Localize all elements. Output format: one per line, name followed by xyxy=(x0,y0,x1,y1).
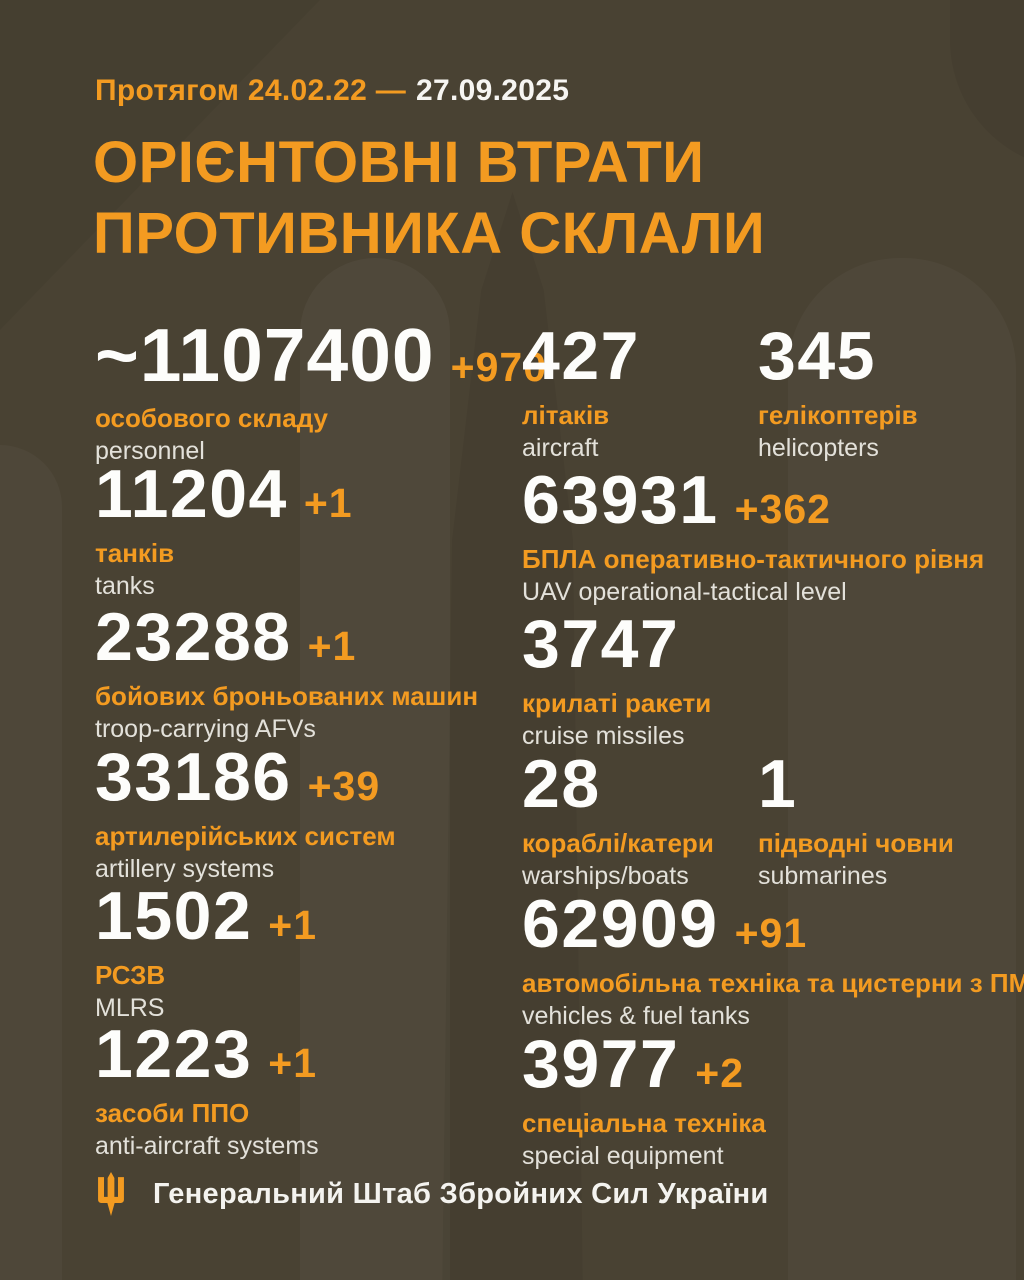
stat-artillery: 33186 +39 артилерійських систем artillery… xyxy=(95,743,396,884)
stat-label-ua: крилаті ракети xyxy=(522,688,712,718)
stat-aircraft: 427 літаків aircraft xyxy=(522,322,640,463)
stat-value: 1 xyxy=(758,746,798,822)
bg-corner-curve xyxy=(950,0,1024,170)
stat-value: 345 xyxy=(758,318,876,394)
stat-label-ua: гелікоптерів xyxy=(758,400,918,430)
period-prefix: Протягом 24.02.22 — xyxy=(95,74,407,107)
stat-label-ua: танків xyxy=(95,538,175,568)
stat-label-en: troop-carrying AFVs xyxy=(95,714,316,743)
stat-label-en: special equipment xyxy=(522,1141,724,1170)
stat-tanks: 11204 +1 танків tanks xyxy=(95,460,353,601)
genstaff-footer: Генеральний Штаб Збройних Сил України xyxy=(95,1172,769,1216)
stat-anti-aircraft: 1223 +1 засоби ППО anti-aircraft systems xyxy=(95,1020,319,1161)
stat-special-equipment: 3977 +2 спеціальна техніка special equipm… xyxy=(522,1030,766,1171)
stat-warships: 28 кораблі/катери warships/boats xyxy=(522,750,714,891)
stat-label-ua: особового складу xyxy=(95,403,328,433)
stat-value: 63931 xyxy=(522,462,719,538)
stat-label-en: aircraft xyxy=(522,433,599,462)
bg-trident-edge-prong xyxy=(0,445,62,1280)
stat-label-en: UAV operational-tactical level xyxy=(522,577,847,606)
stat-label-en: helicopters xyxy=(758,433,879,462)
stat-delta: +1 xyxy=(307,623,357,669)
stat-afvs: 23288 +1 бойових броньованих машин troop-… xyxy=(95,603,478,744)
stat-label-ua: літаків xyxy=(522,400,610,430)
stat-mlrs: 1502 +1 РСЗВ MLRS xyxy=(95,882,317,1023)
stat-label-ua: РСЗВ xyxy=(95,960,166,990)
stat-delta: +1 xyxy=(303,480,353,526)
stat-value: 427 xyxy=(522,318,640,394)
stat-label-ua: спеціальна техніка xyxy=(522,1108,766,1138)
stat-label-en: warships/boats xyxy=(522,861,689,890)
stat-delta: +970 xyxy=(450,344,547,390)
stat-helicopters: 345 гелікоптерів helicopters xyxy=(758,322,918,463)
stat-label-ua: автомобільна техніка та цистерни з ПММ xyxy=(522,968,1024,998)
reporting-period: Протягом 24.02.22 — 27.09.2025 xyxy=(95,74,569,108)
stat-value: ~1107400 xyxy=(95,313,435,397)
period-date: 27.09.2025 xyxy=(416,74,570,107)
stat-vehicles-fuel-tanks: 62909 +91 автомобільна техніка та цистерн… xyxy=(522,890,1024,1031)
stat-value: 3747 xyxy=(522,606,680,682)
stat-label-ua: артилерійських систем xyxy=(95,821,396,851)
stat-label-ua: БПЛА оперативно-тактичного рівня xyxy=(522,544,985,574)
stat-delta: +91 xyxy=(734,910,808,956)
stat-value: 1502 xyxy=(95,878,253,954)
stat-label-en: artillery systems xyxy=(95,854,275,883)
stat-label-en: vehicles & fuel tanks xyxy=(522,1001,750,1030)
stat-value: 11204 xyxy=(95,456,288,532)
page-title: ОРІЄНТОВНІ ВТРАТИ ПРОТИВНИКА СКЛАЛИ xyxy=(93,128,765,270)
page-title-line2: ПРОТИВНИКА СКЛАЛИ xyxy=(93,200,766,266)
stat-value: 3977 xyxy=(522,1026,680,1102)
stat-uav: 63931 +362 БПЛА оперативно-тактичного рів… xyxy=(522,466,984,607)
stat-value: 28 xyxy=(522,746,601,822)
footer-org-name: Генеральний Штаб Збройних Сил України xyxy=(153,1177,769,1210)
stat-label-en: cruise missiles xyxy=(522,721,685,750)
stat-delta: +39 xyxy=(307,763,381,809)
stat-label-ua: кораблі/катери xyxy=(522,828,714,858)
stat-label-ua: засоби ППО xyxy=(95,1098,250,1128)
stat-label-en: anti-aircraft systems xyxy=(95,1131,319,1160)
stat-value: 33186 xyxy=(95,739,292,815)
stat-submarines: 1 підводні човни submarines xyxy=(758,750,954,891)
stat-value: 62909 xyxy=(522,886,719,962)
stat-value: 23288 xyxy=(95,599,292,675)
stat-delta: +1 xyxy=(268,1040,318,1086)
stat-label-ua: підводні човни xyxy=(758,828,954,858)
stat-cruise-missiles: 3747 крилаті ракети cruise missiles xyxy=(522,610,711,751)
stat-label-en: tanks xyxy=(95,571,155,600)
stat-label-ua: бойових броньованих машин xyxy=(95,681,479,711)
stat-delta: +2 xyxy=(695,1050,745,1096)
stat-label-en: personnel xyxy=(95,436,205,465)
stat-value: 1223 xyxy=(95,1016,253,1092)
trident-icon xyxy=(98,1172,124,1216)
stat-label-en: MLRS xyxy=(95,993,165,1022)
stat-personnel: ~1107400 +970 особового складу personnel xyxy=(95,318,547,466)
stat-delta: +1 xyxy=(268,902,318,948)
stat-delta: +362 xyxy=(734,486,831,532)
stat-label-en: submarines xyxy=(758,861,888,890)
page-title-line1: ОРІЄНТОВНІ ВТРАТИ xyxy=(93,130,705,195)
